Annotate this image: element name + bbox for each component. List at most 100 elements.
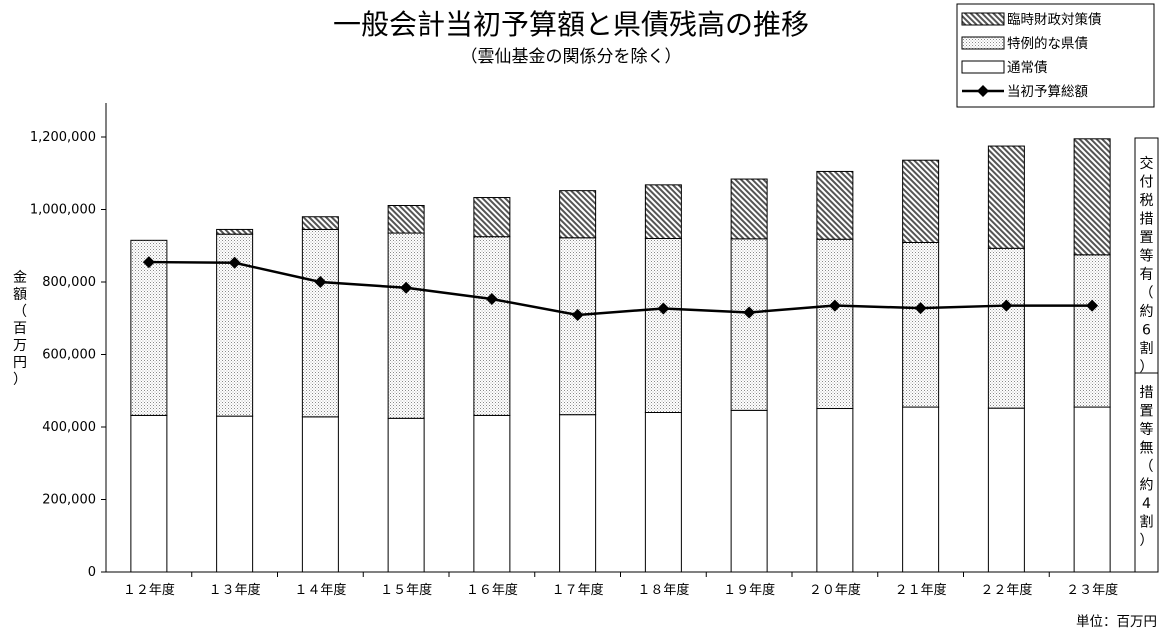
bar-segment-special <box>730 238 768 411</box>
bar-segment-rinji <box>387 205 425 234</box>
y-axis-label-char: 額 <box>13 287 27 303</box>
y-axis-label-char: 万 <box>13 338 27 354</box>
budget-point <box>228 256 241 269</box>
side-label-char: 交 <box>1140 155 1154 172</box>
side-label-char: ） <box>1140 360 1154 376</box>
bar-segment-rinji <box>473 197 511 238</box>
budget-point <box>314 276 327 288</box>
bar-segment-rinji <box>816 170 854 240</box>
budget-point <box>400 281 413 294</box>
bar-segment-regular <box>730 409 768 573</box>
x-tick-label: ２０年度 <box>809 582 861 598</box>
y-axis-ticks: 0 200,000 400,000 600,000 800,000 1,000,000 1,… <box>30 130 106 580</box>
side-label-char: 税 <box>1140 193 1154 209</box>
chart-title: 一般会計当初予算額と県債残高の推移 <box>333 8 809 41</box>
x-axis-ticks: １２年度 １３年度 １４年度 １５年度 １６年度 １７年度 １８年度 １９年度 ２０年度 ２１年度… <box>123 572 1118 598</box>
side-label-char: 有 <box>1140 267 1154 283</box>
budget-point <box>1000 299 1013 312</box>
y-axis-label-char: （ <box>13 304 27 320</box>
side-label-char: 措 <box>1140 385 1154 401</box>
bar-segment-rinji <box>902 159 940 243</box>
bar-segment-regular <box>387 417 425 573</box>
budget-point <box>828 299 841 312</box>
side-label-char: 置 <box>1140 404 1154 420</box>
bar-segment-regular <box>902 406 940 573</box>
x-tick-label: １８年度 <box>637 582 689 598</box>
side-label-char: ） <box>1140 533 1154 549</box>
side-label-char: 割 <box>1140 340 1154 357</box>
bar-segment-regular <box>216 415 254 573</box>
legend-swatch <box>961 36 1005 50</box>
budget-point <box>743 306 756 319</box>
x-tick-label: ２３年度 <box>1066 582 1118 598</box>
bar-segment-regular <box>473 414 511 573</box>
side-label-char: 付 <box>1140 175 1154 191</box>
y-tick-label: 600,000 <box>42 348 96 363</box>
x-tick-label: １９年度 <box>723 582 775 598</box>
side-label-char: 約 <box>1140 478 1154 494</box>
y-tick-label: 200,000 <box>42 493 96 508</box>
bar-segment-special <box>987 247 1025 409</box>
y-axis-label-char: 円 <box>13 355 27 371</box>
bar-segment-regular <box>644 412 682 573</box>
budget-point <box>485 293 498 306</box>
x-tick-label: １４年度 <box>294 582 346 598</box>
budget-point <box>657 302 670 315</box>
y-axis-label-char: 金 <box>13 270 27 286</box>
bar-segment-special <box>473 236 511 416</box>
side-label-char: 措 <box>1140 212 1154 228</box>
y-tick-label: 400,000 <box>42 420 96 435</box>
bar-segment-regular <box>987 407 1025 573</box>
bar-segment-special <box>816 238 854 410</box>
bar-segment-regular <box>559 414 597 573</box>
bar-segment-regular <box>301 416 339 573</box>
plot-area <box>130 138 1111 573</box>
side-label-char: 等 <box>1140 248 1154 265</box>
unit-note: 単位：百万円 <box>1076 614 1157 630</box>
x-tick-label: １５年度 <box>380 582 432 598</box>
x-tick-label: ２１年度 <box>895 582 947 598</box>
legend-swatch <box>961 12 1005 26</box>
bar-segment-rinji <box>301 216 339 230</box>
side-label-char: 約 <box>1140 304 1154 320</box>
side-label-char: 無 <box>1140 441 1154 457</box>
x-tick-label: １３年度 <box>209 582 261 598</box>
legend-swatch <box>961 60 1005 74</box>
bar-segment-rinji <box>559 190 597 239</box>
y-axis-label-char: ） <box>13 372 27 388</box>
bar-segment-regular <box>130 414 168 573</box>
y-tick-label: 0 <box>88 565 96 580</box>
legend-marker <box>977 85 989 97</box>
bar-segment-rinji <box>987 145 1025 249</box>
budget-point <box>1086 299 1099 312</box>
legend-label: 当初予算総額 <box>1007 83 1088 100</box>
x-tick-label: １６年度 <box>466 582 518 598</box>
budget-point <box>142 256 155 269</box>
bar-segment-special <box>387 232 425 419</box>
side-label-char: （ <box>1140 286 1154 302</box>
bar-segment-special <box>1073 254 1111 408</box>
bar-segment-special <box>130 239 168 416</box>
side-label-char: 等 <box>1140 421 1154 438</box>
bar-segment-special <box>301 228 339 418</box>
bar-segment-special <box>559 237 597 416</box>
x-tick-label: １２年度 <box>123 582 175 598</box>
y-tick-label: 800,000 <box>42 275 96 290</box>
x-tick-label: ２２年度 <box>980 582 1032 598</box>
legend-label: 通常債 <box>1007 60 1048 76</box>
x-tick-label: １７年度 <box>552 582 604 598</box>
bar-segment-regular <box>816 408 854 573</box>
bar-segment-special <box>902 241 940 408</box>
budget-point <box>571 308 584 321</box>
chart-subtitle: （雲仙基金の関係分を除く） <box>461 47 682 67</box>
side-label-char: 置 <box>1140 230 1154 246</box>
bar-segment-rinji <box>216 228 254 235</box>
y-axis-label-char: 百 <box>13 321 27 337</box>
side-label-char: 4 <box>1142 496 1151 512</box>
side-label-char: 割 <box>1140 514 1154 531</box>
